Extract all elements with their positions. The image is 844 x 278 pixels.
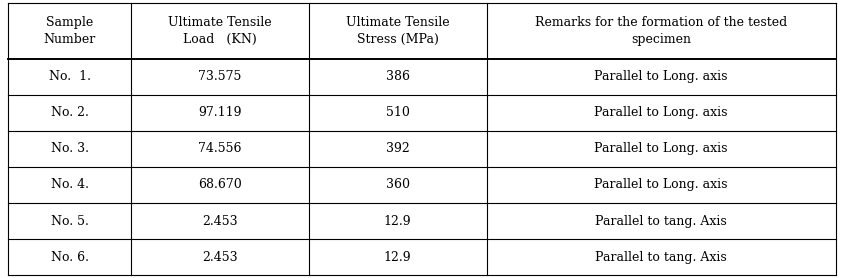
- Text: 392: 392: [386, 142, 409, 155]
- Text: Ultimate Tensile
Load   (KN): Ultimate Tensile Load (KN): [168, 16, 272, 46]
- Text: Ultimate Tensile
Stress (MPa): Ultimate Tensile Stress (MPa): [346, 16, 449, 46]
- Text: Parallel to Long. axis: Parallel to Long. axis: [594, 106, 728, 119]
- Text: 12.9: 12.9: [384, 251, 411, 264]
- Text: Parallel to tang. Axis: Parallel to tang. Axis: [595, 251, 727, 264]
- Text: 2.453: 2.453: [202, 251, 237, 264]
- Text: 73.575: 73.575: [198, 70, 241, 83]
- Text: No. 4.: No. 4.: [51, 178, 89, 192]
- Text: Parallel to Long. axis: Parallel to Long. axis: [594, 142, 728, 155]
- Text: No. 3.: No. 3.: [51, 142, 89, 155]
- Text: Parallel to Long. axis: Parallel to Long. axis: [594, 70, 728, 83]
- Text: 510: 510: [386, 106, 409, 119]
- Text: Sample
Number: Sample Number: [44, 16, 95, 46]
- Text: No.  1.: No. 1.: [49, 70, 90, 83]
- Text: No. 2.: No. 2.: [51, 106, 89, 119]
- Text: Parallel to Long. axis: Parallel to Long. axis: [594, 178, 728, 192]
- Text: 2.453: 2.453: [202, 215, 237, 228]
- Text: 386: 386: [386, 70, 409, 83]
- Text: 97.119: 97.119: [198, 106, 241, 119]
- Text: Parallel to tang. Axis: Parallel to tang. Axis: [595, 215, 727, 228]
- Text: 12.9: 12.9: [384, 215, 411, 228]
- Text: 68.670: 68.670: [197, 178, 241, 192]
- Text: No. 6.: No. 6.: [51, 251, 89, 264]
- Text: 74.556: 74.556: [198, 142, 241, 155]
- Text: 360: 360: [386, 178, 409, 192]
- Text: No. 5.: No. 5.: [51, 215, 89, 228]
- Text: Remarks for the formation of the tested
specimen: Remarks for the formation of the tested …: [535, 16, 787, 46]
